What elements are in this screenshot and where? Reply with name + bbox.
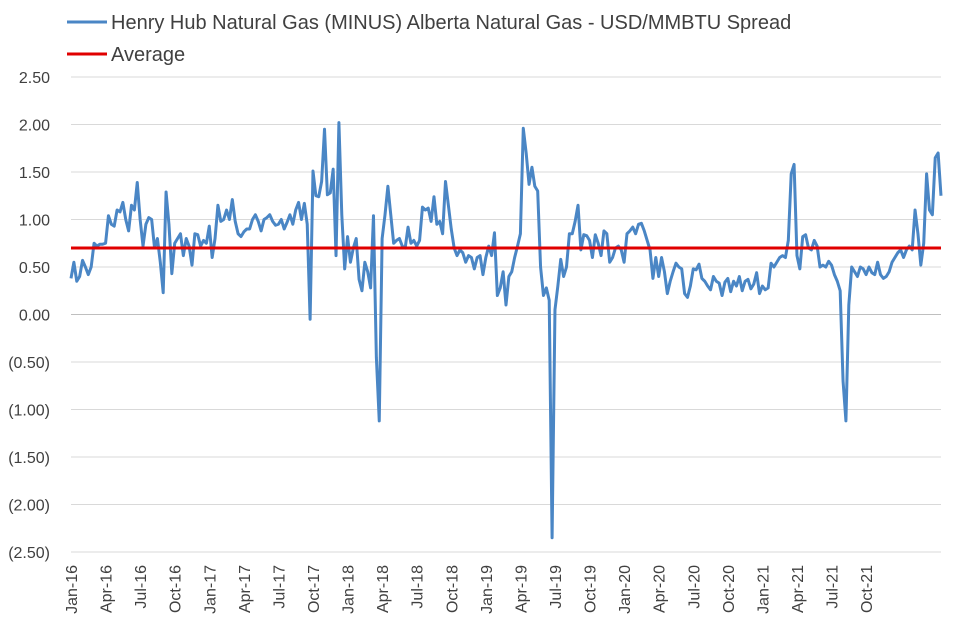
- y-tick-label: (2.00): [8, 498, 50, 515]
- x-tick-label: Apr-20: [652, 565, 669, 613]
- x-tick-label: Apr-18: [375, 565, 392, 613]
- x-tick-label: Jul-20: [686, 565, 703, 609]
- y-axis-tick-labels: 2.50 2.00 1.50 1.00 0.50 0.00 (0.50) (1.00) (1.5…: [8, 70, 50, 562]
- x-tick-label: Jul-21: [825, 565, 842, 609]
- x-tick-label: Oct-21: [859, 565, 876, 613]
- x-tick-label: Oct-17: [306, 565, 323, 613]
- legend-label-average: Average: [111, 44, 185, 66]
- y-tick-label: (0.50): [8, 355, 50, 372]
- x-tick-label: Jul-16: [133, 565, 150, 609]
- x-tick-label: Oct-19: [583, 565, 600, 613]
- x-tick-label: Apr-21: [790, 565, 807, 613]
- series-line-spread: [69, 121, 943, 540]
- y-tick-label: 2.50: [19, 70, 50, 87]
- y-tick-label: 2.00: [19, 118, 50, 135]
- y-tick-label: 1.50: [19, 165, 50, 182]
- x-tick-label: Jan-18: [341, 565, 358, 614]
- x-tick-label: Apr-16: [99, 565, 116, 613]
- y-tick-label: 0.00: [19, 308, 50, 325]
- x-tick-label: Jul-19: [548, 565, 565, 609]
- x-tick-label: Jul-17: [271, 565, 288, 609]
- x-tick-label: Oct-16: [168, 565, 185, 613]
- x-tick-label: Jan-16: [64, 565, 81, 614]
- legend: Henry Hub Natural Gas (MINUS) Alberta Na…: [67, 12, 791, 66]
- legend-label-spread: Henry Hub Natural Gas (MINUS) Alberta Na…: [111, 12, 791, 34]
- x-tick-label: Jan-19: [479, 565, 496, 614]
- y-tick-label: (1.50): [8, 450, 50, 467]
- x-tick-label: Oct-20: [721, 565, 738, 613]
- x-tick-label: Oct-18: [444, 565, 461, 613]
- x-tick-label: Jan-17: [202, 565, 219, 614]
- x-tick-label: Jan-21: [755, 565, 772, 614]
- x-tick-label: Apr-17: [237, 565, 254, 613]
- x-axis-tick-labels: Jan-16 Apr-16 Jul-16 Oct-16 Jan-17 Apr-17 Jul-…: [64, 565, 876, 614]
- y-tick-label: 1.00: [19, 213, 50, 230]
- y-tick-label: 0.50: [19, 260, 50, 277]
- x-tick-label: Jul-18: [410, 565, 427, 609]
- y-tick-label: (1.00): [8, 403, 50, 420]
- x-tick-label: Jan-20: [617, 565, 634, 614]
- y-tick-label: (2.50): [8, 545, 50, 562]
- x-tick-label: Apr-19: [513, 565, 530, 613]
